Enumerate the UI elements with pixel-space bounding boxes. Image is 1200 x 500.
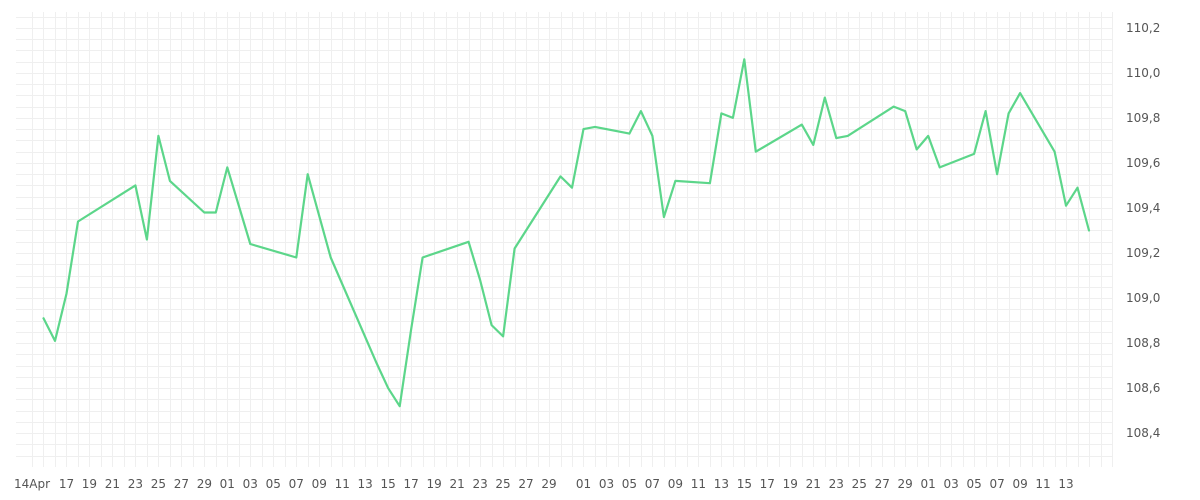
x-tick-label: 17 <box>760 477 775 491</box>
x-tick-label: 01 <box>576 477 591 491</box>
y-axis-ticks: 110,2 110,0 109,8 109,6 109,4 109,2 109,0 108,8… <box>1126 21 1160 440</box>
x-tick-label: 29 <box>898 477 913 491</box>
x-tick-label: 29 <box>197 477 212 491</box>
x-tick-label: 11 <box>1035 477 1050 491</box>
x-tick-label: 01 <box>220 477 235 491</box>
x-tick-label: 17 <box>404 477 419 491</box>
x-tick-label: 07 <box>989 477 1004 491</box>
x-tick-label: 27 <box>875 477 890 491</box>
x-tick-label: 03 <box>944 477 959 491</box>
x-tick-label: 09 <box>1012 477 1027 491</box>
x-tick-label: 09 <box>668 477 683 491</box>
x-tick-label: 15 <box>737 477 752 491</box>
y-tick-label: 109,8 <box>1126 111 1160 125</box>
x-tick-label: 25 <box>495 477 510 491</box>
x-tick-label: 17 <box>59 477 74 491</box>
x-tick-label: 23 <box>128 477 143 491</box>
x-tick-label: 05 <box>266 477 281 491</box>
x-tick-label: 27 <box>174 477 189 491</box>
x-tick-label: 11 <box>691 477 706 491</box>
y-tick-label: 108,8 <box>1126 336 1160 350</box>
x-tick-label: 19 <box>82 477 97 491</box>
y-tick-label: 109,6 <box>1126 156 1160 170</box>
x-tick-label: 07 <box>289 477 304 491</box>
y-tick-label: 108,4 <box>1126 426 1160 440</box>
x-tick-label: 03 <box>599 477 614 491</box>
x-tick-label: 19 <box>783 477 798 491</box>
x-tick-label: 14Apr <box>14 477 50 491</box>
x-tick-label: 23 <box>472 477 487 491</box>
x-tick-label: 25 <box>852 477 867 491</box>
y-tick-label: 108,6 <box>1126 381 1160 395</box>
x-tick-label: 09 <box>312 477 327 491</box>
x-tick-label: 13 <box>714 477 729 491</box>
x-tick-label: 13 <box>1058 477 1073 491</box>
y-tick-label: 110,0 <box>1126 66 1160 80</box>
x-tick-label: 29 <box>541 477 556 491</box>
x-tick-label: 11 <box>335 477 350 491</box>
y-tick-label: 109,0 <box>1126 291 1160 305</box>
y-tick-label: 109,2 <box>1126 246 1160 260</box>
x-tick-label: 05 <box>622 477 637 491</box>
x-tick-label: 21 <box>105 477 120 491</box>
x-tick-label: 07 <box>645 477 660 491</box>
x-tick-label: 13 <box>358 477 373 491</box>
x-tick-label: 25 <box>151 477 166 491</box>
y-tick-label: 109,4 <box>1126 201 1160 215</box>
x-axis-ticks: 14Apr 17 19 21 23 25 27 29 01 03 05 07 09 11 13 15 17 19 2… <box>14 477 1074 491</box>
x-tick-label: 23 <box>829 477 844 491</box>
x-tick-label: 01 <box>921 477 936 491</box>
x-tick-label: 21 <box>806 477 821 491</box>
x-tick-label: 03 <box>243 477 258 491</box>
x-tick-label: 21 <box>449 477 464 491</box>
x-tick-label: 15 <box>381 477 396 491</box>
x-tick-label: 27 <box>518 477 533 491</box>
x-tick-label: 19 <box>426 477 441 491</box>
grid <box>16 12 1113 467</box>
series-line <box>42 58 1091 408</box>
x-tick-label: 05 <box>966 477 981 491</box>
y-tick-label: 110,2 <box>1126 21 1160 35</box>
series-layer <box>42 58 1091 408</box>
